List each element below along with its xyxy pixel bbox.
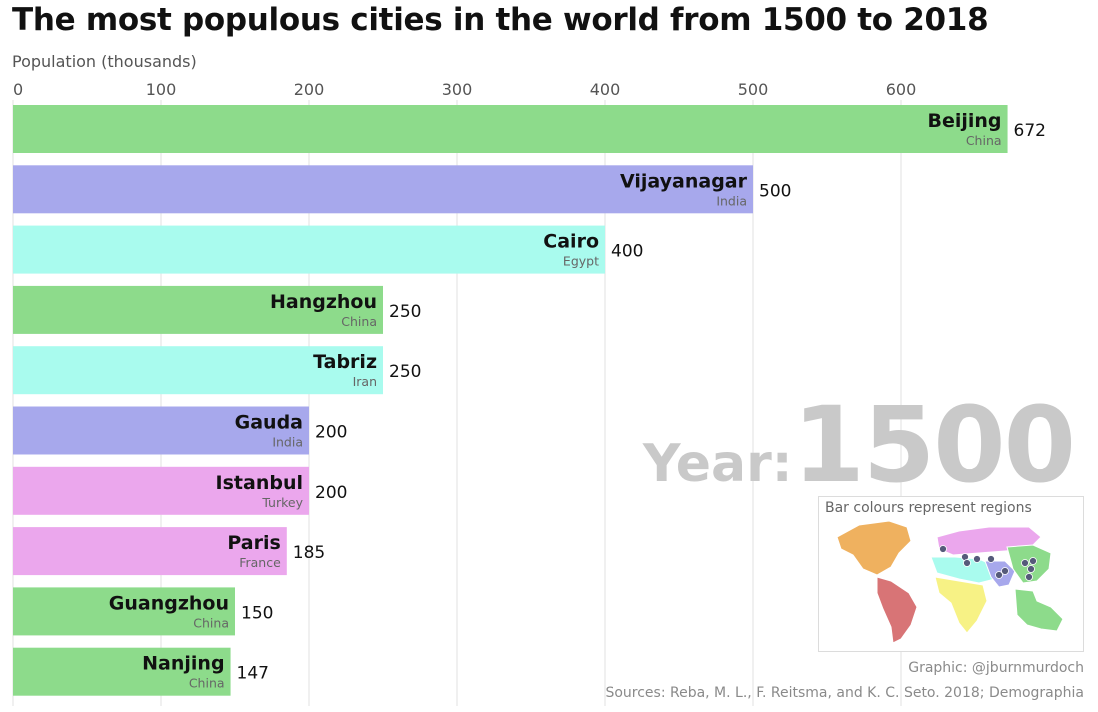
map-city-dot (995, 571, 1003, 579)
bar-nanjing (13, 647, 231, 696)
x-tick-label: 500 (738, 80, 769, 99)
map-city-dot (1021, 559, 1029, 567)
map-city-dot (1025, 573, 1033, 581)
bar-city-label: Paris (227, 532, 280, 554)
bar-city-label: Vijayanagar (620, 170, 748, 192)
map-region-africa (934, 576, 988, 634)
bar-paris (13, 527, 287, 576)
bar-value-label: 672 (1014, 121, 1046, 141)
bar-value-label: 200 (315, 483, 347, 503)
bar-tabriz (13, 346, 383, 395)
bar-value-label: 185 (293, 543, 325, 563)
year-indicator: Year:1500 (642, 384, 1076, 506)
map-city-dot (1029, 557, 1037, 565)
map-city-dot (963, 559, 971, 567)
bar-country-label: Egypt (563, 254, 599, 269)
bar-country-label: China (193, 615, 229, 630)
bar-country-label: India (272, 435, 303, 450)
bar-city-label: Hangzhou (270, 291, 377, 313)
region-legend: Bar colours represent regions (818, 496, 1084, 652)
x-tick-label: 600 (886, 80, 917, 99)
bar-value-label: 150 (241, 603, 273, 623)
map-city-dot (1001, 567, 1009, 575)
bar-country-label: China (966, 133, 1002, 148)
bar-country-label: China (189, 676, 225, 691)
bar-value-label: 147 (237, 664, 269, 684)
year-value: 1500 (792, 384, 1076, 506)
bar-value-label: 250 (389, 362, 421, 382)
map-region-north-america (836, 520, 912, 576)
bar-country-label: Turkey (261, 495, 303, 510)
legend-title: Bar colours represent regions (825, 500, 1032, 516)
bar-city-label: Beijing (928, 110, 1002, 132)
map-city-dot (973, 555, 981, 563)
bar-country-label: China (341, 314, 377, 329)
x-tick-label: 300 (442, 80, 473, 99)
bar-city-label: Tabriz (313, 351, 377, 373)
bar-guangzhou (13, 587, 235, 636)
bar-value-label: 250 (389, 302, 421, 322)
bar-country-label: Iran (353, 374, 377, 389)
bar-city-label: Gauda (235, 412, 303, 434)
bar-beijing (13, 105, 1008, 153)
bar-city-label: Cairo (543, 231, 599, 253)
map-region-east-asia (1006, 544, 1052, 584)
bar-hangzhou (13, 285, 383, 334)
x-tick-label: 200 (294, 80, 325, 99)
bar-city-label: Istanbul (216, 472, 303, 494)
bar-value-label: 200 (315, 423, 347, 443)
year-prefix: Year: (642, 434, 793, 494)
x-tick-label: 100 (146, 80, 177, 99)
bar-vijayanagar (13, 165, 753, 214)
bar-city-label: Guangzhou (109, 592, 229, 614)
bar-istanbul (13, 466, 309, 515)
x-tick-label: 0 (13, 80, 23, 99)
bar-country-label: India (716, 193, 747, 208)
x-axis-label: Population (thousands) (12, 52, 197, 71)
bar-value-label: 400 (611, 242, 643, 262)
sources-note: Sources: Reba, M. L., F. Reitsma, and K.… (605, 685, 1084, 701)
map-region-latin-america (876, 576, 918, 644)
map-city-dot (939, 545, 947, 553)
chart-title: The most populous cities in the world fr… (12, 2, 989, 38)
map-city-dot (1027, 565, 1035, 573)
bar-country-label: France (239, 555, 281, 570)
bar-city-label: Nanjing (142, 653, 224, 675)
bar-cairo (13, 225, 605, 274)
map-region-oceania (1014, 588, 1064, 632)
graphic-credit: Graphic: @jburnmurdoch (908, 660, 1084, 676)
map-city-dot (987, 555, 995, 563)
world-map (836, 520, 1064, 644)
x-tick-label: 400 (590, 80, 621, 99)
bar-gauda (13, 406, 309, 455)
bar-value-label: 500 (759, 181, 791, 201)
